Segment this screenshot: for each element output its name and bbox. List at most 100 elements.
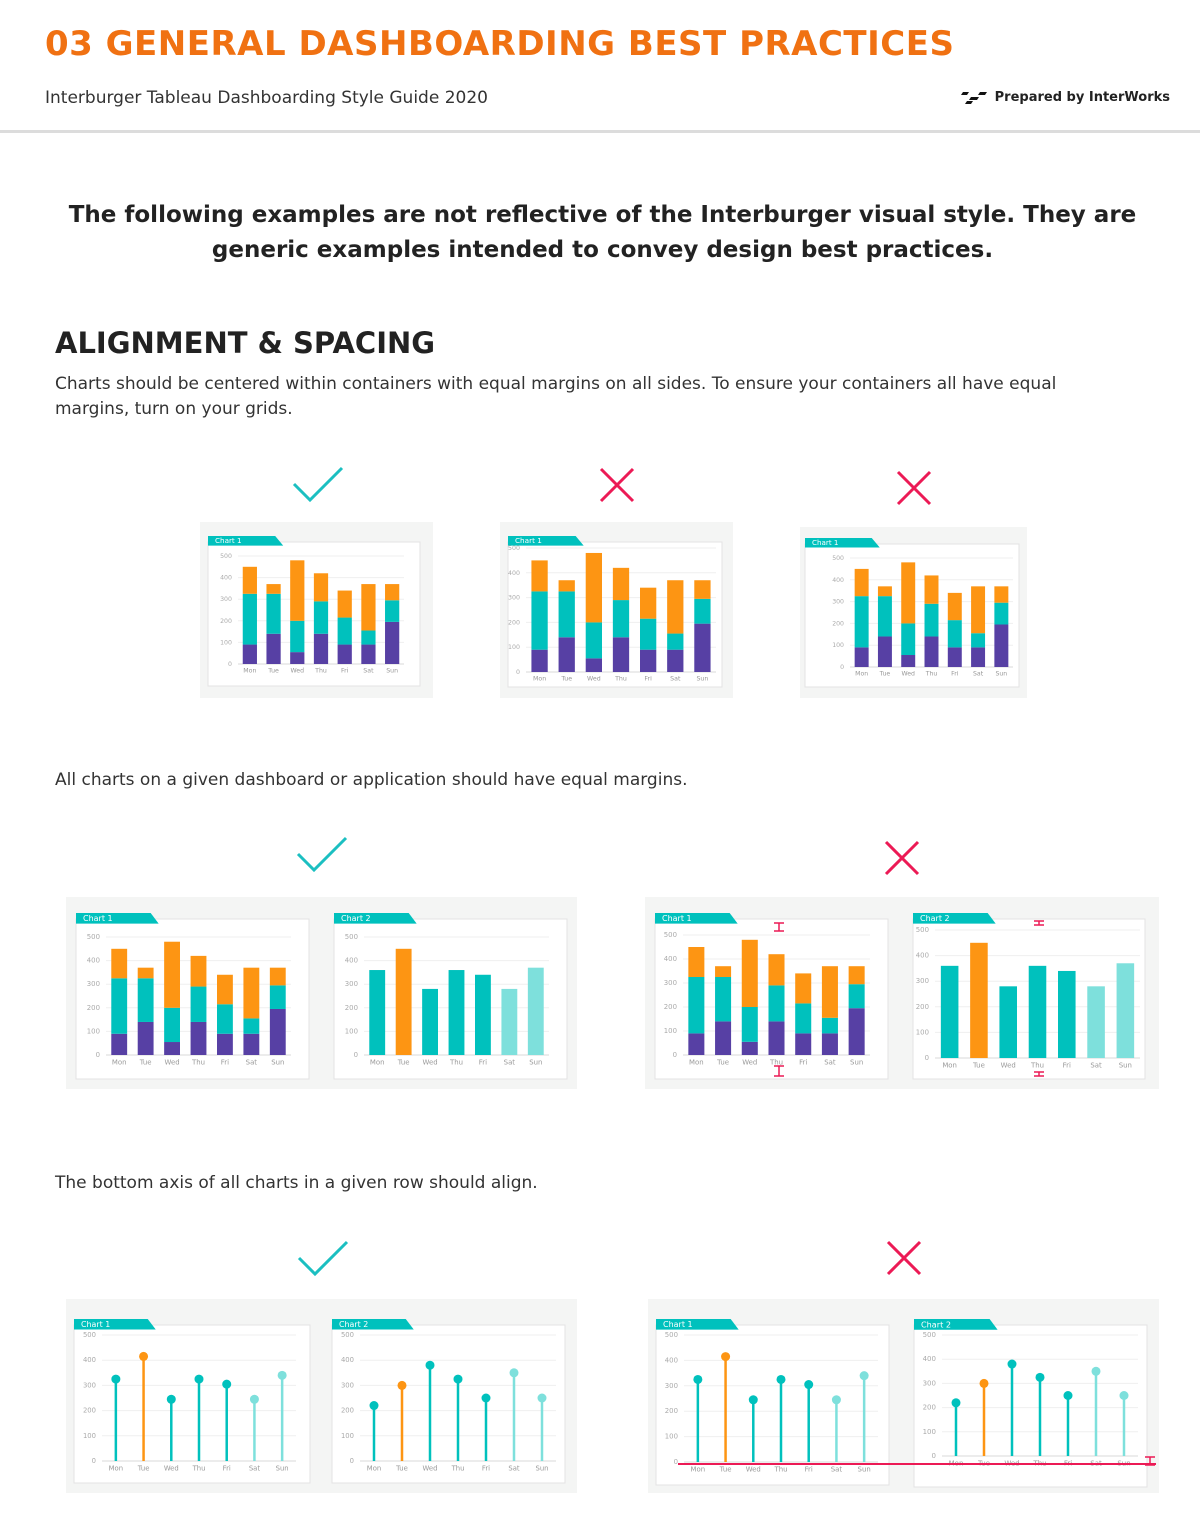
lollipop-point	[453, 1374, 463, 1384]
cross-icon	[886, 1240, 922, 1276]
chart-title: Chart 2	[921, 1319, 951, 1329]
x-tick-label: Wed	[1001, 1062, 1016, 1070]
x-tick-label: Thu	[451, 1464, 465, 1472]
x-tick-label: Wed	[742, 1059, 757, 1067]
x-tick-label: Mon	[243, 668, 256, 675]
y-tick-label: 200	[345, 1004, 358, 1012]
y-tick-label: 400	[345, 957, 358, 965]
bar-segment	[848, 1008, 865, 1055]
bar-segment	[266, 584, 281, 594]
bar-segment	[137, 1021, 154, 1055]
x-tick-label: Wed	[746, 1466, 761, 1474]
lollipop-point	[748, 1395, 758, 1405]
example-panel-bad-margins: Chart 1 0 100 200 300 400 500 Mon Tue Wed Thu Fri Sa…	[800, 527, 1027, 698]
x-tick-label: Sat	[504, 1059, 516, 1067]
bar-segment	[694, 580, 711, 599]
bar-segment	[164, 1042, 180, 1055]
bar-segment	[947, 592, 962, 621]
bar	[448, 970, 465, 1055]
x-tick-label: Fri	[805, 1466, 813, 1474]
chart-example: Chart 1 0 100 200 300 400 500 Mon Tue Wed Thu Fri Sa…	[804, 538, 1020, 688]
lollipop-point	[1063, 1391, 1073, 1400]
x-tick-label: Wed	[423, 1059, 438, 1067]
bar-segment	[741, 939, 758, 1007]
bar-segment	[768, 985, 785, 1022]
bar-segment	[164, 941, 180, 1008]
y-tick-label: 200	[508, 619, 520, 626]
chart-tab	[656, 1319, 739, 1330]
cross-icon	[896, 470, 932, 506]
y-tick-label: 0	[925, 1054, 929, 1062]
check-icon	[292, 466, 344, 503]
y-tick-label: 500	[220, 553, 232, 560]
bar-segment	[558, 580, 575, 592]
bar-segment	[269, 967, 286, 986]
bar-segment	[266, 633, 281, 664]
bar-segment	[531, 591, 548, 650]
bar-segment	[313, 601, 329, 634]
y-tick-label: 200	[923, 1403, 936, 1412]
y-tick-label: 200	[916, 1003, 929, 1011]
page-subtitle: Interburger Tableau Dashboarding Style G…	[45, 88, 488, 108]
bar-segment	[531, 560, 548, 592]
x-tick-label: Thu	[769, 1059, 783, 1067]
x-tick-label: Wed	[423, 1464, 438, 1472]
chart-tab	[913, 913, 996, 924]
x-tick-label: Sat	[508, 1464, 520, 1472]
y-tick-label: 500	[508, 545, 520, 552]
margin-indicator-icon	[774, 920, 1044, 1077]
bar-segment	[313, 633, 329, 664]
bar	[1058, 970, 1076, 1058]
bar	[1087, 986, 1105, 1058]
x-tick-label: Tue	[267, 668, 279, 675]
bar-segment	[741, 1007, 758, 1042]
y-tick-label: 400	[923, 1354, 936, 1363]
chart-card	[655, 1324, 890, 1486]
interworks-logo-icon	[960, 91, 987, 104]
bar-segment	[290, 652, 305, 664]
bar	[395, 948, 412, 1055]
bar-segment	[947, 647, 962, 667]
chart-title: Chart 1	[812, 538, 838, 547]
x-tick-label: Thu	[449, 1059, 463, 1067]
lollipop-point	[804, 1380, 814, 1390]
x-tick-label: Sun	[995, 671, 1007, 678]
x-tick-label: Sun	[386, 668, 398, 675]
x-tick-label: Sat	[249, 1464, 261, 1472]
x-tick-label: Fri	[644, 676, 652, 683]
lollipop-point	[397, 1380, 407, 1390]
x-tick-label: Sat	[246, 1059, 258, 1067]
chart-example: Chart 1 0 100 200 300 400 500 Mon Tue Wed Thu Fri Sa…	[655, 1319, 890, 1486]
y-tick-label: 100	[341, 1432, 354, 1440]
y-tick-label: 0	[228, 661, 232, 668]
x-tick-label: Sun	[696, 676, 708, 683]
bar-segment	[848, 966, 865, 985]
prepared-by-label: Prepared by InterWorks	[994, 90, 1170, 105]
x-tick-label: Mon	[112, 1059, 127, 1067]
chart-card	[331, 1324, 566, 1484]
check-icon	[296, 836, 348, 873]
x-tick-label: Mon	[370, 1059, 385, 1067]
cross-icon	[884, 840, 920, 876]
lollipop-point	[951, 1398, 961, 1408]
bar-segment	[290, 620, 305, 653]
bar-segment	[971, 633, 986, 648]
bar-segment	[640, 649, 657, 672]
bar-segment	[313, 573, 329, 602]
y-tick-label: 200	[665, 1407, 678, 1415]
bar-segment	[901, 562, 916, 624]
x-tick-label: Thu	[1030, 1062, 1044, 1070]
bar-segment	[901, 623, 916, 656]
chart-example: Chart 2 0 100 200 300 400 500 Mon Tue Wed Thu Fri Sa…	[333, 913, 568, 1080]
chart-card	[73, 1324, 311, 1484]
bar-segment	[667, 649, 684, 672]
y-tick-label: 100	[664, 1027, 677, 1035]
example-panel-bad-offset: Chart 1 0 100 200 300 400 500 Mon Tue Wed Thu Fri Sa…	[500, 522, 733, 698]
bar-segment	[694, 598, 711, 624]
bar	[1116, 963, 1135, 1058]
bar-segment	[947, 620, 962, 648]
chart-example: Chart 1 0 100 200 300 400 500 Mon Tue Wed Thu Fri Sa…	[75, 913, 310, 1080]
bar-segment	[971, 647, 986, 667]
bar-segment	[585, 552, 602, 623]
axis-panel-bad: Chart 1 0 100 200 300 400 500 Mon Tue Wed Thu Fri Sa…	[648, 1299, 1159, 1493]
